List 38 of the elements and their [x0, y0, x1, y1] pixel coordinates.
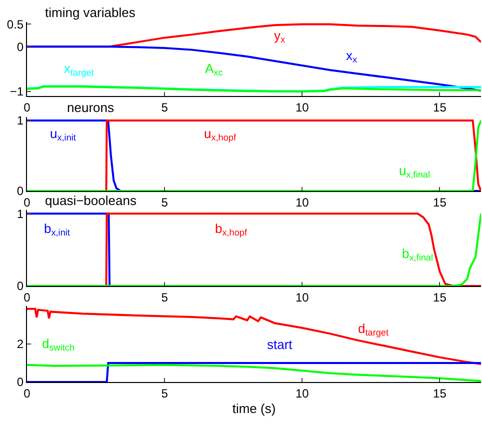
series-label: y$_{x}$ — [274, 28, 286, 45]
series-label: u$_{x,final}$ — [399, 163, 430, 180]
x-tick-label: 5 — [161, 100, 168, 114]
x-tick-label: 15 — [433, 386, 447, 400]
x-axis-title: time (s) — [232, 401, 276, 416]
series-label: u$_{x,hopf}$ — [204, 126, 236, 143]
chart-title: quasi−booleans — [45, 193, 137, 208]
series-label: A$_{xc}$ — [205, 61, 224, 78]
y-tick-label: 0 — [16, 279, 24, 294]
y-tick-label: 0 — [16, 375, 24, 390]
x-tick-label: 5 — [161, 290, 168, 304]
series-label: b$_{x,hopf}$ — [215, 221, 248, 238]
y-tick-label: −1 — [10, 84, 24, 99]
series-label: d$_{switch}$ — [42, 336, 74, 353]
x-tick-label: 15 — [433, 100, 447, 114]
series-label: b$_{x,final}$ — [402, 246, 433, 263]
series-label: start — [267, 337, 293, 352]
y-tick-label: 0 — [16, 184, 24, 198]
x-tick-label: 5 — [161, 195, 168, 210]
x-tick-label: 15 — [433, 195, 447, 210]
x-tick-label: 5 — [161, 386, 168, 400]
x-tick-label: 15 — [433, 290, 447, 304]
series-label: x$_{target}$ — [64, 61, 94, 78]
x-tick-label: 10 — [295, 195, 310, 210]
chart-title: neurons — [67, 100, 114, 115]
y-tick-label: 0 — [16, 40, 24, 54]
x-tick-label: 10 — [295, 386, 310, 400]
x-tick-label: 10 — [295, 100, 310, 114]
y-tick-label: 2 — [16, 337, 24, 352]
series-label: b$_{x,init}$ — [44, 221, 70, 238]
y-tick-label: 1 — [16, 114, 24, 128]
series-label: x$_{x}$ — [346, 48, 358, 65]
y-tick-label: 0.5 — [6, 17, 24, 32]
chart-title: timing variables — [45, 5, 136, 20]
y-tick-label: 1 — [16, 206, 24, 221]
series-label: u$_{x,init}$ — [50, 126, 76, 143]
series-label: d$_{target}$ — [358, 321, 389, 338]
x-tick-label: 10 — [295, 290, 310, 304]
